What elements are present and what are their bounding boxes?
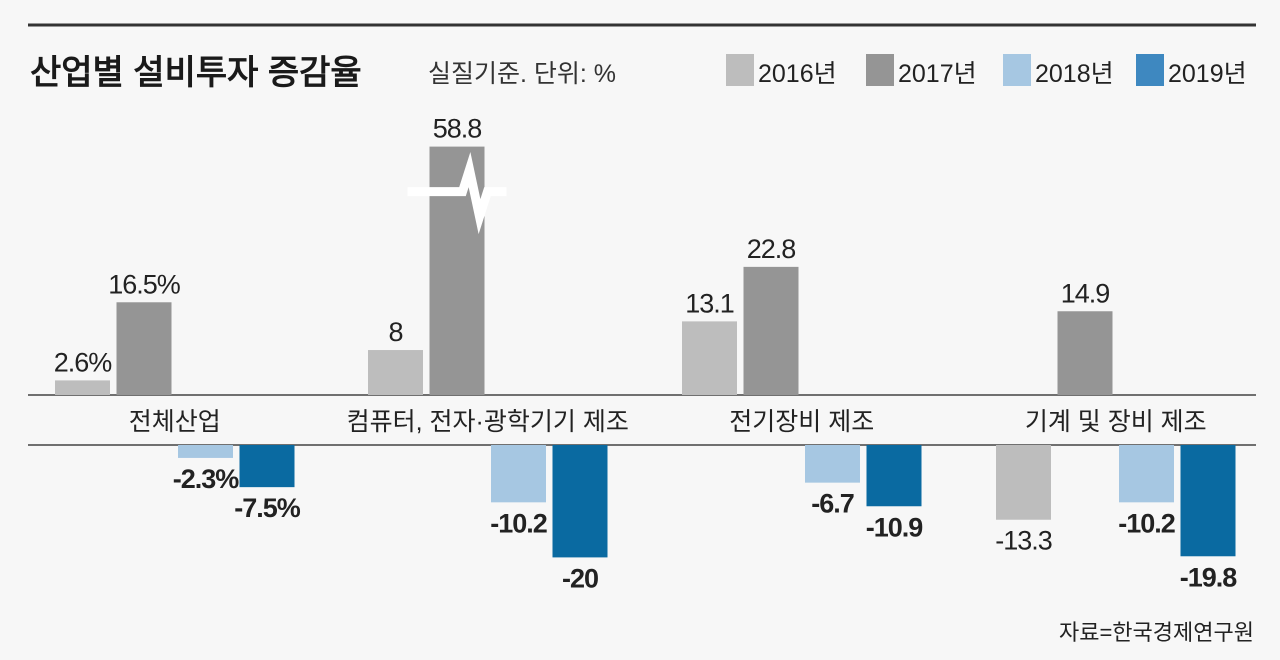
bar bbox=[1180, 445, 1236, 557]
data-label: 16.5% bbox=[108, 269, 181, 299]
bar bbox=[55, 380, 110, 395]
category-label: 전체산업 bbox=[129, 408, 221, 436]
data-label: -13.3 bbox=[995, 526, 1052, 556]
data-label: -10.9 bbox=[866, 512, 924, 542]
bar bbox=[1057, 311, 1113, 395]
category-label: 전기장비 제조 bbox=[729, 408, 874, 436]
chart-subtitle: 실질기준. 단위: % bbox=[428, 60, 616, 88]
axis-break-fill bbox=[407, 157, 507, 229]
legend-label: 2019년 bbox=[1168, 60, 1247, 88]
category-label: 기계 및 장비 제조 bbox=[1025, 408, 1207, 436]
bar bbox=[552, 445, 608, 558]
legend-swatch bbox=[726, 54, 754, 86]
data-label: -10.2 bbox=[1118, 508, 1175, 538]
bar bbox=[996, 445, 1051, 520]
data-label: 58.8 bbox=[433, 114, 482, 144]
bar bbox=[368, 350, 423, 395]
legend-swatch bbox=[866, 54, 894, 86]
data-label: 14.9 bbox=[1061, 278, 1110, 308]
data-label: 22.8 bbox=[747, 234, 796, 264]
data-label: -7.5% bbox=[234, 493, 301, 523]
bar bbox=[682, 321, 737, 395]
legend-swatch bbox=[1136, 54, 1164, 86]
data-label: -10.2 bbox=[490, 508, 547, 538]
category-label: 컴퓨터, 전자·광학기기 제조 bbox=[347, 408, 629, 436]
chart-title: 산업별 설비투자 증감율 bbox=[30, 54, 362, 92]
legend-label: 2018년 bbox=[1035, 60, 1114, 88]
bar bbox=[743, 266, 799, 395]
data-label: -20 bbox=[562, 563, 598, 593]
bar bbox=[1119, 445, 1174, 503]
bar bbox=[805, 445, 860, 483]
bar bbox=[866, 445, 922, 507]
bar bbox=[178, 445, 233, 458]
data-label: 8 bbox=[388, 317, 402, 347]
source-note: 자료=한국경제연구원 bbox=[1059, 620, 1254, 645]
legend-label: 2017년 bbox=[898, 60, 977, 88]
legend: 2016년 2017년 2018년 2019년 bbox=[726, 54, 1247, 88]
bar bbox=[239, 445, 295, 488]
data-label: -6.7 bbox=[811, 489, 854, 519]
data-label: -19.8 bbox=[1180, 562, 1238, 592]
bar bbox=[491, 445, 546, 503]
data-label: -2.3% bbox=[173, 464, 240, 494]
bar bbox=[116, 302, 172, 395]
data-label: 13.1 bbox=[685, 288, 734, 318]
data-label: 2.6% bbox=[54, 347, 113, 377]
legend-label: 2016년 bbox=[758, 60, 837, 88]
legend-swatch bbox=[1003, 54, 1031, 86]
